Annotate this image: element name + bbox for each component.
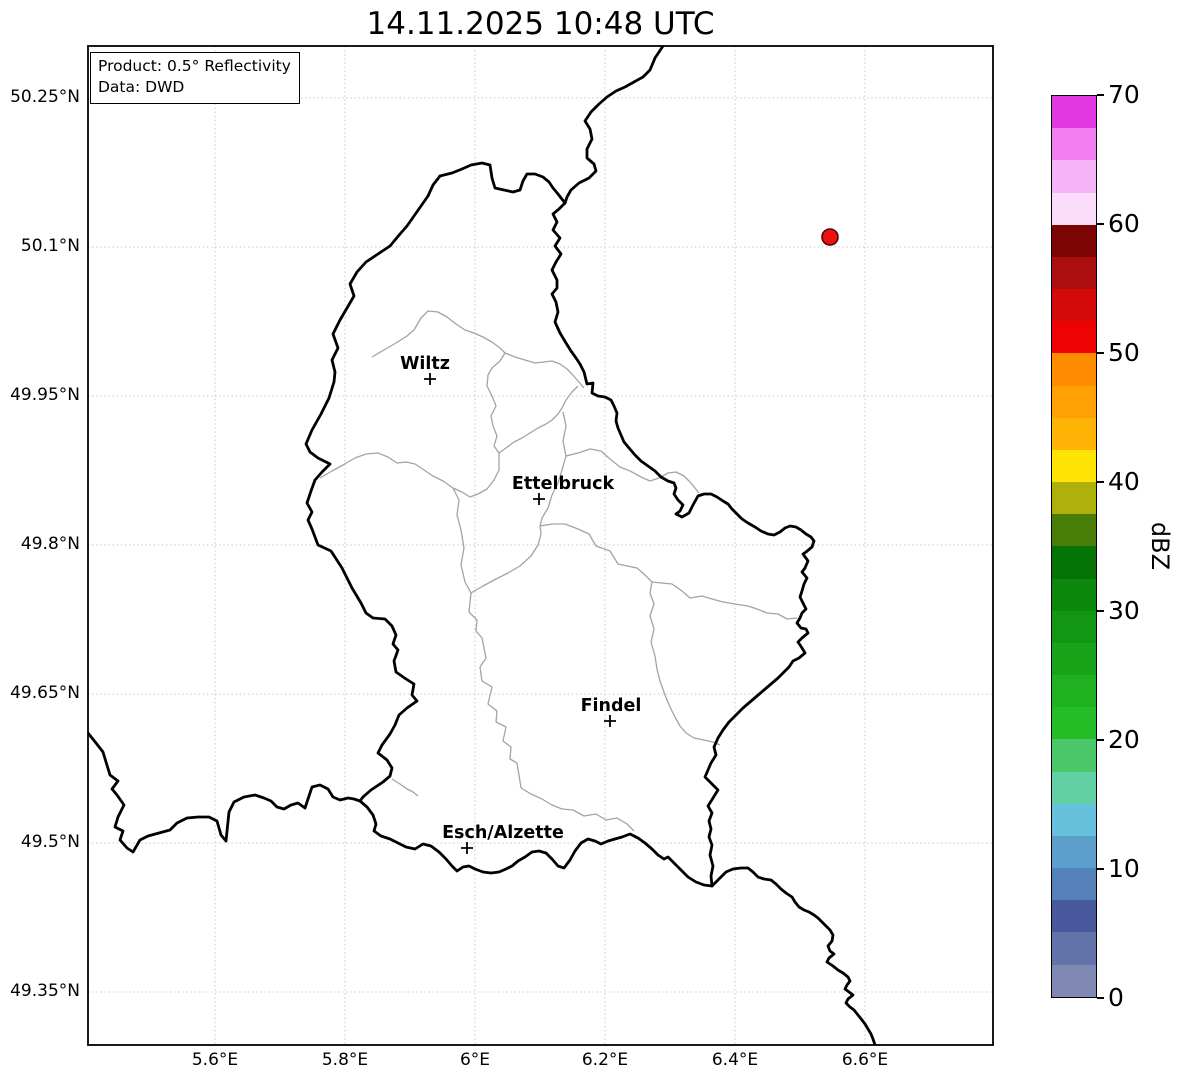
- border-lux-north: [438, 161, 567, 205]
- country-borders: [88, 46, 877, 1045]
- lon-tick-label: 6.4°E: [711, 1050, 759, 1070]
- lat-tick-label: 49.5°N: [20, 832, 80, 852]
- colorbar-segment: [1052, 449, 1096, 483]
- city-marker-findel: [604, 715, 616, 727]
- colorbar-segment: [1052, 192, 1096, 225]
- colorbar-unit-label: dBZ: [1146, 521, 1174, 571]
- lon-tick-label: 6°E: [459, 1050, 491, 1070]
- colorbar-segment: [1052, 771, 1096, 804]
- colorbar-segment: [1052, 868, 1096, 901]
- product-line: Product: 0.5° Reflectivity: [98, 57, 291, 75]
- colorbar-segment: [1052, 417, 1096, 450]
- colorbar-tick-label: 60: [1108, 209, 1140, 238]
- colorbar-tick-mark: [1097, 610, 1104, 612]
- colorbar-segment: [1052, 610, 1096, 643]
- lon-tick-label: 6.6°E: [841, 1050, 889, 1070]
- colorbar-tick-label: 50: [1108, 338, 1140, 367]
- colorbar-tick-mark: [1097, 481, 1104, 483]
- colorbar-segment: [1052, 514, 1096, 547]
- colorbar-tick-mark: [1097, 223, 1104, 225]
- lat-tick-label: 49.35°N: [10, 981, 80, 1001]
- colorbar-segment: [1052, 224, 1096, 257]
- city-markers: [424, 373, 616, 854]
- colorbar-tick-label: 0: [1108, 983, 1124, 1012]
- colorbar-segment: [1052, 385, 1096, 418]
- border-lux-south: [358, 799, 714, 888]
- colorbar-segment: [1052, 546, 1096, 579]
- colorbar-tick-mark: [1097, 739, 1104, 741]
- border-france-germany: [710, 866, 877, 1045]
- city-labels: Wiltz Ettelbruck Findel Esch/Alzette: [400, 354, 641, 843]
- city-label-findel: Findel: [581, 696, 642, 716]
- city-marker-esch: [461, 842, 473, 854]
- colorbar-segment: [1052, 96, 1096, 129]
- lat-tick-label: 49.95°N: [10, 385, 80, 405]
- lon-tick-label: 5.6°E: [191, 1050, 239, 1070]
- lat-tick-label: 50.1°N: [20, 236, 80, 256]
- colorbar-segment: [1052, 835, 1096, 869]
- colorbar-tick-mark: [1097, 868, 1104, 870]
- colorbar-tick-label: 20: [1108, 725, 1140, 754]
- colorbar-segment: [1052, 160, 1096, 193]
- radar-station-dot: [821, 228, 839, 246]
- colorbar-tick-mark: [1097, 997, 1104, 999]
- graticule: [88, 46, 993, 1045]
- product-info-box: Product: 0.5° Reflectivity Data: DWD: [90, 52, 300, 104]
- city-label-esch: Esch/Alzette: [442, 823, 564, 843]
- border-lux-belgium-west: [304, 174, 442, 803]
- colorbar-segment: [1052, 128, 1096, 161]
- colorbar-segment: [1052, 482, 1096, 515]
- colorbar-segment: [1052, 964, 1096, 997]
- city-marker-wiltz: [424, 373, 436, 385]
- colorbar-segment: [1052, 932, 1096, 965]
- city-label-ettelbruck: Ettelbruck: [512, 474, 615, 494]
- plot-title: 14.11.2025 10:48 UTC: [366, 6, 715, 42]
- colorbar-tick-mark: [1097, 352, 1104, 354]
- lon-tick-label: 6.2°E: [581, 1050, 629, 1070]
- border-france-belgium: [88, 731, 362, 854]
- colorbar-segment: [1052, 321, 1096, 354]
- colorbar-segment: [1052, 353, 1096, 386]
- plot-frame: [87, 45, 994, 1046]
- city-label-wiltz: Wiltz: [400, 354, 450, 374]
- lon-tick-label: 5.8°E: [321, 1050, 369, 1070]
- colorbar-tick-label: 70: [1108, 80, 1140, 109]
- border-lux-germany-east: [550, 201, 816, 888]
- colorbar-segment: [1052, 707, 1096, 740]
- colorbar-segment: [1052, 578, 1096, 611]
- colorbar-segment: [1052, 289, 1096, 322]
- colorbar-segment: [1052, 675, 1096, 708]
- border-belgium-germany: [563, 46, 665, 205]
- city-marker-ettelbruck: [533, 493, 545, 505]
- colorbar: [1051, 95, 1097, 998]
- colorbar-segment: [1052, 739, 1096, 772]
- colorbar-segment: [1052, 256, 1096, 290]
- colorbar-segment: [1052, 803, 1096, 836]
- colorbar-tick-label: 30: [1108, 596, 1140, 625]
- colorbar-tick-mark: [1097, 94, 1104, 96]
- colorbar-segment: [1052, 900, 1096, 933]
- colorbar-tick-label: 10: [1108, 854, 1140, 883]
- canton-borders: [319, 310, 798, 832]
- colorbar-tick-label: 40: [1108, 467, 1140, 496]
- lat-tick-label: 50.25°N: [10, 87, 80, 107]
- lat-tick-label: 49.65°N: [10, 683, 80, 703]
- colorbar-segment: [1052, 642, 1096, 676]
- data-source-line: Data: DWD: [98, 78, 185, 97]
- lat-tick-label: 49.8°N: [20, 534, 80, 554]
